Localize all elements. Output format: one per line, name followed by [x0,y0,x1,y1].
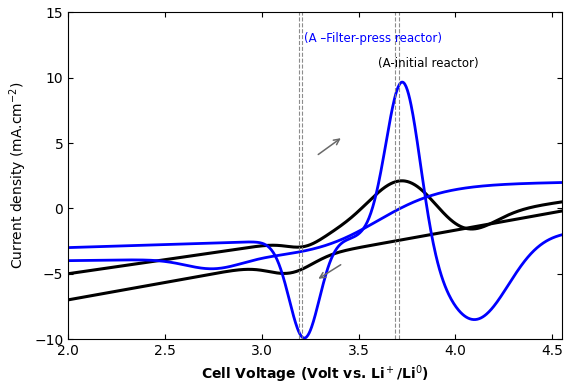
Text: (A –Filter-press reactor): (A –Filter-press reactor) [304,33,443,45]
X-axis label: Cell Voltage (Volt vs. Li$^+$/Li$^0$): Cell Voltage (Volt vs. Li$^+$/Li$^0$) [201,363,429,385]
Text: (A-initial reactor): (A-initial reactor) [378,57,478,70]
Y-axis label: Current density (mA.cm$^{-2}$): Current density (mA.cm$^{-2}$) [7,82,29,269]
